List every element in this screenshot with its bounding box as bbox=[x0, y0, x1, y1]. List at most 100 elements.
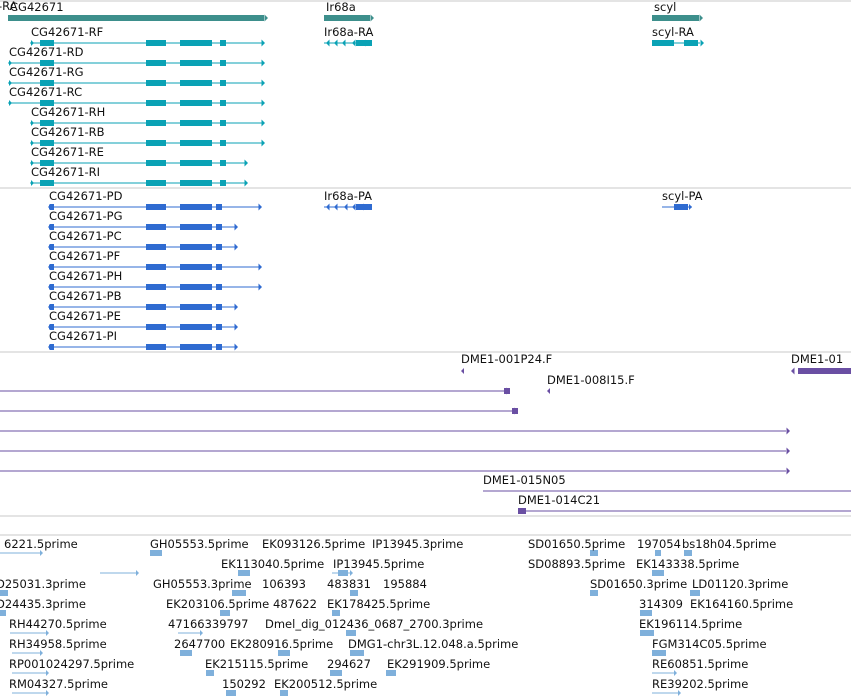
protein-label[interactable]: CG42671-PC bbox=[49, 229, 122, 243]
transcript-1-start-arrow[interactable] bbox=[31, 40, 34, 46]
transcript-3-start-arrow[interactable] bbox=[9, 80, 12, 86]
est-label[interactable]: 294627 bbox=[327, 657, 371, 671]
transcript-8-end-arrow[interactable] bbox=[244, 179, 249, 187]
est-glyph-arrow[interactable] bbox=[350, 570, 353, 576]
scyl-pa-arrow[interactable] bbox=[689, 204, 692, 210]
gene-label[interactable]: Ir68a bbox=[326, 0, 356, 14]
transcript-6-start-arrow[interactable] bbox=[31, 140, 34, 146]
protein-label[interactable]: scyl-PA bbox=[662, 189, 703, 203]
gene-label[interactable]: CG42671 bbox=[10, 0, 64, 14]
est-label[interactable]: 195884 bbox=[383, 577, 427, 591]
clone-label[interactable]: DME1-01 bbox=[791, 352, 844, 366]
protein-6-exon[interactable] bbox=[50, 324, 54, 330]
est-glyph-arrow[interactable] bbox=[678, 690, 681, 696]
est-glyph[interactable] bbox=[226, 690, 236, 696]
est-label[interactable]: LD01120.3prime bbox=[692, 577, 789, 591]
est-glyph[interactable] bbox=[640, 610, 652, 616]
est-glyph[interactable] bbox=[278, 650, 290, 656]
protein-4-exon[interactable] bbox=[146, 284, 166, 290]
est-label[interactable]: bs18h04.5prime bbox=[682, 537, 777, 551]
est-glyph[interactable] bbox=[330, 670, 342, 676]
transcript-5-start-arrow[interactable] bbox=[31, 120, 34, 126]
est-label[interactable]: EK113040.5prime bbox=[221, 557, 325, 571]
scyl-ra-exon[interactable] bbox=[652, 40, 674, 46]
protein-2-exon[interactable] bbox=[180, 244, 212, 250]
transcript-6-exon[interactable] bbox=[220, 140, 226, 146]
transcript-4-start-arrow[interactable] bbox=[9, 100, 12, 106]
gene-bar[interactable] bbox=[652, 15, 699, 21]
clone-arrow[interactable] bbox=[786, 467, 791, 475]
protein-0-exon[interactable] bbox=[216, 204, 222, 210]
transcript-2-exon[interactable] bbox=[40, 60, 54, 66]
est-label[interactable]: 47166339797 bbox=[168, 617, 249, 631]
est-label[interactable]: SD01650.3prime bbox=[590, 577, 688, 591]
protein-3-exon[interactable] bbox=[180, 264, 212, 270]
est-label[interactable]: FGM314C05.5prime bbox=[652, 637, 767, 651]
gene-arrow[interactable] bbox=[370, 14, 375, 22]
transcript-label[interactable]: CG42671-RG bbox=[9, 65, 84, 79]
protein-1-exon[interactable] bbox=[50, 224, 54, 230]
transcript-label[interactable]: CG42671-RH bbox=[31, 105, 106, 119]
transcript-5-exon[interactable] bbox=[180, 120, 212, 126]
est-glyph[interactable] bbox=[652, 570, 664, 576]
transcript-2-exon[interactable] bbox=[220, 60, 226, 66]
clone-arrow[interactable] bbox=[786, 447, 791, 455]
est-glyph[interactable] bbox=[690, 590, 700, 596]
ir68a-pa-exon[interactable] bbox=[344, 203, 348, 211]
protein-1-exon[interactable] bbox=[216, 224, 222, 230]
protein-label[interactable]: CG42671-PB bbox=[49, 289, 122, 303]
est-label[interactable]: GH05553.5prime bbox=[150, 537, 249, 551]
clone-bar[interactable] bbox=[798, 368, 851, 374]
est-glyph[interactable] bbox=[350, 590, 358, 596]
transcript-4-exon[interactable] bbox=[146, 100, 166, 106]
transcript-1-exon[interactable] bbox=[180, 40, 212, 46]
transcript-label[interactable]: CG42671-RI bbox=[31, 165, 101, 179]
est-label[interactable]: GH05553.3prime bbox=[153, 577, 252, 591]
clone-arrow[interactable] bbox=[506, 387, 511, 395]
transcript-7-exon[interactable] bbox=[40, 160, 54, 166]
est-glyph-arrow[interactable] bbox=[136, 570, 139, 576]
clone-end[interactable] bbox=[518, 508, 526, 514]
gene-label[interactable]: scyl bbox=[654, 0, 677, 14]
est-glyph[interactable] bbox=[386, 670, 396, 676]
est-label[interactable]: RE60851.5prime bbox=[652, 657, 749, 671]
transcript-5-end-arrow[interactable] bbox=[261, 119, 266, 127]
protein-4-exon[interactable] bbox=[216, 284, 222, 290]
protein-5-exon[interactable] bbox=[146, 304, 166, 310]
protein-3-exon[interactable] bbox=[216, 264, 222, 270]
transcript-6-end-arrow[interactable] bbox=[261, 139, 266, 147]
transcript-4-exon[interactable] bbox=[220, 100, 226, 106]
transcript-7-exon[interactable] bbox=[180, 160, 212, 166]
gene-bar[interactable] bbox=[324, 15, 370, 21]
est-label[interactable]: SD01650.5prime bbox=[528, 537, 626, 551]
protein-1-exon[interactable] bbox=[146, 224, 166, 230]
transcript-3-exon[interactable] bbox=[180, 80, 212, 86]
transcript-7-end-arrow[interactable] bbox=[244, 159, 249, 167]
transcript-5-exon[interactable] bbox=[40, 120, 54, 126]
est-label[interactable]: 487622 bbox=[273, 597, 317, 611]
est-glyph[interactable] bbox=[684, 550, 692, 556]
protein-1-end-arrow[interactable] bbox=[234, 223, 239, 231]
transcript-label[interactable]: -RA bbox=[0, 0, 18, 13]
transcript-6-exon[interactable] bbox=[146, 140, 166, 146]
transcript-1-exon[interactable] bbox=[146, 40, 166, 46]
est-glyph[interactable] bbox=[332, 610, 340, 616]
transcript-label[interactable]: CG42671-RF bbox=[31, 25, 104, 39]
est-glyph-arrow[interactable] bbox=[46, 630, 49, 636]
protein-0-exon[interactable] bbox=[180, 204, 212, 210]
protein-label[interactable]: Ir68a-PA bbox=[324, 189, 373, 203]
est-glyph[interactable] bbox=[180, 650, 192, 656]
transcript-6-exon[interactable] bbox=[40, 140, 54, 146]
est-glyph[interactable] bbox=[0, 610, 6, 616]
scyl-ra-arrow[interactable] bbox=[700, 39, 705, 47]
clone-arrow[interactable] bbox=[786, 427, 791, 435]
protein-2-exon[interactable] bbox=[216, 244, 222, 250]
est-label[interactable]: D25031.3prime bbox=[0, 577, 86, 591]
protein-7-exon[interactable] bbox=[146, 344, 166, 350]
transcript-3-exon[interactable] bbox=[220, 80, 226, 86]
transcript-label[interactable]: CG42671-RC bbox=[9, 85, 83, 99]
est-label[interactable]: EK280916.5prime bbox=[230, 637, 334, 651]
est-glyph[interactable] bbox=[206, 670, 214, 676]
transcript-4-end-arrow[interactable] bbox=[261, 99, 266, 107]
est-glyph-arrow[interactable] bbox=[200, 630, 203, 636]
